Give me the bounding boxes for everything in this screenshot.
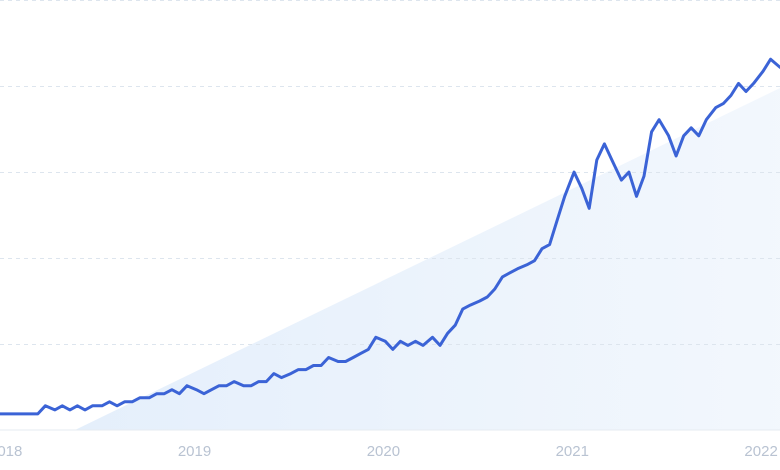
x-tick-label: 2020: [367, 443, 400, 460]
x-tick-label: 2018: [0, 443, 22, 460]
grid: [0, 0, 780, 345]
series-line-0: [0, 57, 780, 416]
x-tick-label: 2019: [178, 443, 211, 460]
series-group: [0, 57, 780, 416]
x-tick-label: 2021: [556, 443, 589, 460]
x-tick-label: 2022: [744, 443, 777, 460]
x-axis-ticks: 2018 2019 2020 2021 2022: [0, 443, 778, 460]
